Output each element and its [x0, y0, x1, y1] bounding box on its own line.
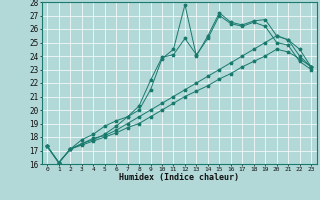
- X-axis label: Humidex (Indice chaleur): Humidex (Indice chaleur): [119, 173, 239, 182]
